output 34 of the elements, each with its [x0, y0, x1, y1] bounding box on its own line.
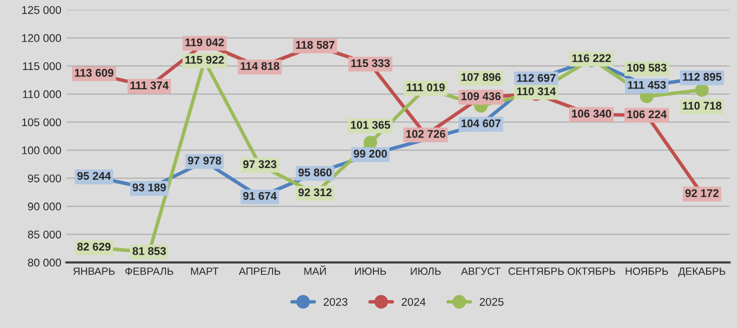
- data-label: 104 607: [462, 119, 500, 128]
- x-tick-label: МАРТ: [191, 268, 219, 275]
- y-tick-label: 100 000: [22, 146, 62, 154]
- data-label: 102 726: [406, 130, 446, 138]
- x-tick-label: МАЙ: [304, 265, 326, 275]
- y-tick-label: 85 000: [28, 230, 62, 238]
- data-label: 110 718: [682, 102, 722, 110]
- data-label: 109 583: [627, 64, 666, 72]
- legend-label: 2024: [402, 298, 426, 306]
- y-tick-label: 95 000: [28, 174, 62, 182]
- data-label: 106 340: [572, 110, 612, 118]
- legend-label: 2023: [324, 298, 348, 306]
- x-tick-label: ЯНВАРЬ: [73, 268, 115, 275]
- y-tick-label: 110 000: [22, 90, 62, 98]
- x-tick-label: ОКТЯБРЬ: [568, 268, 616, 275]
- y-tick-label: 125 000: [22, 6, 62, 14]
- x-tick-label: ИЮЛЬ: [410, 268, 441, 275]
- x-tick-label: ДЕКАБРЬ: [678, 268, 726, 277]
- legend-label: 2025: [480, 298, 504, 306]
- y-tick-label: 120 000: [22, 34, 62, 42]
- x-tick-label: ФЕВРАЛЬ: [125, 268, 174, 275]
- y-tick-label: 90 000: [28, 202, 62, 210]
- data-label: 109 436: [462, 92, 501, 100]
- y-tick-label: 115 000: [22, 62, 62, 70]
- x-tick-label: СЕНТЯБРЬ: [508, 268, 564, 275]
- data-label: 107 896: [462, 73, 501, 82]
- y-tick-label: 105 000: [22, 118, 62, 126]
- x-tick-label: АВГУСТ: [461, 268, 500, 275]
- data-label: 106 224: [627, 110, 667, 118]
- data-label: 101 365: [350, 120, 390, 129]
- y-tick-label: 80 000: [28, 258, 62, 267]
- x-tick-label: АПРЕЛЬ: [238, 268, 280, 275]
- x-tick-label: ИЮНЬ: [355, 268, 386, 275]
- x-tick-label: НОЯБРЬ: [626, 268, 668, 275]
